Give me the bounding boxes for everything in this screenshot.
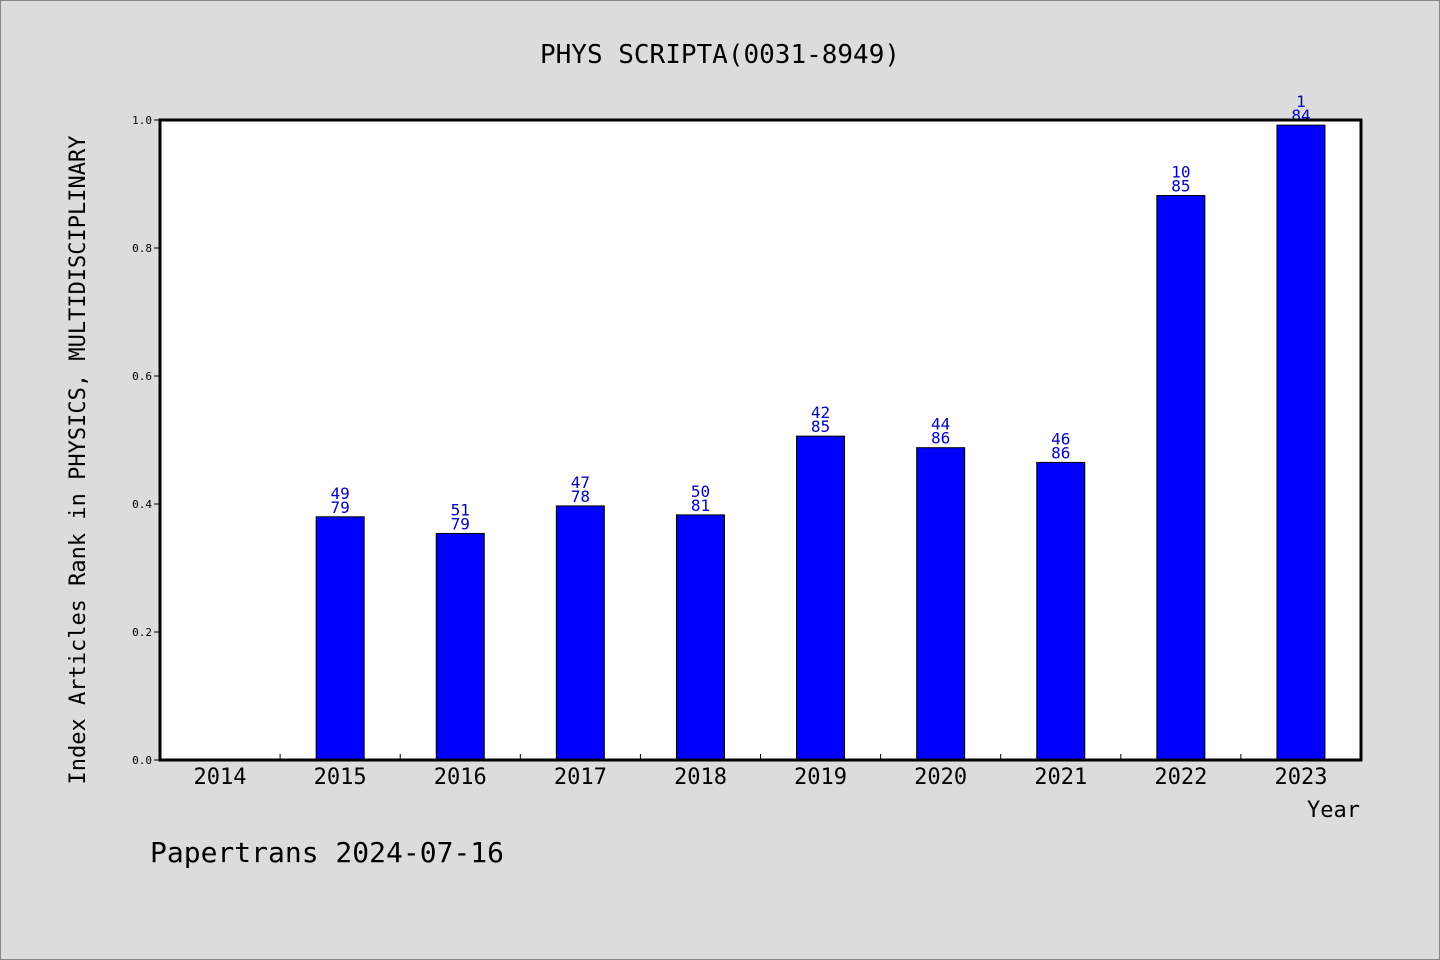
bar <box>1156 195 1206 761</box>
y-tick-label: 0.4 <box>132 498 152 511</box>
y-tick-label: 0.2 <box>132 626 152 639</box>
x-tick-label: 2019 <box>794 765 847 790</box>
x-tick-label: 2015 <box>314 765 367 790</box>
x-tick-label: 2017 <box>554 765 607 790</box>
bar-rank-label: 42 <box>811 403 830 422</box>
bar-total-label: 86 <box>1051 443 1070 462</box>
y-tick-label: 0.8 <box>132 242 152 255</box>
bar-total-label: 85 <box>811 417 830 436</box>
bar-total-label: 79 <box>331 498 350 517</box>
plot-border <box>158 118 1363 762</box>
bar-rank-label: 1 <box>1296 92 1306 111</box>
bar-rank-label: 47 <box>571 473 590 492</box>
y-axis-label: Index Articles Rank in PHYSICS, MULTIDIS… <box>66 135 91 784</box>
y-axis: 0.0 0.2 0.4 0.6 0.8 1.0 <box>132 114 160 767</box>
bar-rank-label: 44 <box>931 415 950 434</box>
x-tick-label: 2014 <box>194 765 247 790</box>
x-tick-label: 2023 <box>1274 765 1327 790</box>
x-tick-label: 2016 <box>434 765 487 790</box>
bar <box>796 435 846 761</box>
x-axis-label: Year <box>1307 798 1360 823</box>
bar-total-label: 79 <box>451 514 470 533</box>
bar <box>1036 461 1086 761</box>
bar <box>555 505 605 761</box>
bar-total-label: 81 <box>691 496 710 515</box>
bar <box>1276 124 1326 761</box>
bar-rank-label: 49 <box>331 484 350 503</box>
bar-total-label: 86 <box>931 429 950 448</box>
bar-rank-label: 50 <box>691 482 710 501</box>
bar-rank-label: 51 <box>451 500 470 519</box>
bar <box>916 447 966 761</box>
bar-total-label: 84 <box>1291 106 1310 125</box>
bars-group <box>315 124 1326 761</box>
bar <box>435 532 485 761</box>
x-tick-label: 2022 <box>1154 765 1207 790</box>
footer-text: Papertrans 2024-07-16 <box>150 836 504 869</box>
bar-total-label: 78 <box>571 487 590 506</box>
bar-total-label: 85 <box>1171 177 1190 196</box>
y-tick-label: 0.0 <box>132 754 152 767</box>
bar <box>675 514 725 761</box>
bar <box>315 516 365 761</box>
x-tick-label: 2018 <box>674 765 727 790</box>
x-axis: 2014 2015 2016 2017 2018 2019 2020 2021 2022 2023 <box>194 754 1327 790</box>
bar-rank-label: 46 <box>1051 429 1070 448</box>
y-tick-label: 1.0 <box>132 114 152 127</box>
bar-rank-label: 10 <box>1171 163 1190 182</box>
x-tick-label: 2021 <box>1034 765 1087 790</box>
y-tick-label: 0.6 <box>132 370 152 383</box>
x-tick-label: 2020 <box>914 765 967 790</box>
chart-title: PHYS SCRIPTA(0031-8949) <box>540 40 900 70</box>
